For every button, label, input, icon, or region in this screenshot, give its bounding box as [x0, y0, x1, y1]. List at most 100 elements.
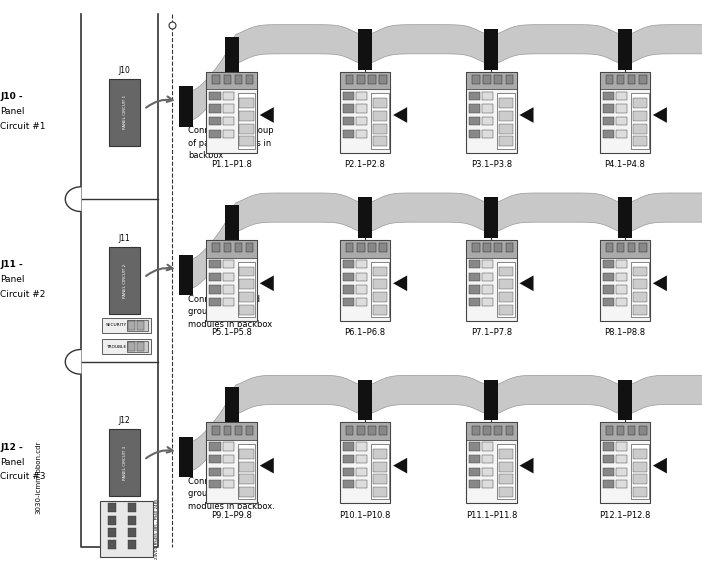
Bar	[469, 260, 480, 268]
Bar	[499, 136, 513, 146]
Bar	[600, 240, 650, 257]
Bar	[223, 117, 234, 125]
Bar	[225, 36, 239, 77]
Bar	[223, 286, 234, 293]
Bar	[600, 72, 650, 153]
Bar	[128, 342, 135, 351]
Bar	[482, 468, 494, 476]
Bar	[107, 516, 116, 525]
Bar	[213, 426, 220, 435]
Bar	[483, 243, 491, 252]
Bar	[373, 487, 387, 497]
Bar	[616, 117, 627, 125]
Text: SECURITY: SECURITY	[106, 323, 127, 328]
Bar	[499, 111, 513, 121]
Bar	[469, 455, 480, 463]
Bar	[618, 29, 632, 70]
Bar	[498, 94, 515, 149]
Bar	[107, 540, 116, 549]
Text: Circuit #1: Circuit #1	[0, 122, 46, 131]
Bar	[373, 136, 387, 146]
Bar	[633, 462, 647, 472]
Bar	[466, 422, 517, 504]
Text: Connects first group
of panel modules in
backbox: Connects first group of panel modules in…	[188, 126, 274, 160]
Bar	[499, 449, 513, 459]
Bar	[358, 29, 372, 70]
Bar	[127, 320, 148, 331]
Bar	[628, 426, 635, 435]
Bar	[223, 455, 234, 463]
Bar	[109, 79, 140, 146]
Bar	[356, 298, 367, 306]
Bar	[483, 75, 491, 84]
Bar	[631, 262, 649, 317]
Bar	[209, 117, 220, 125]
Bar	[628, 243, 635, 252]
Bar	[368, 75, 376, 84]
Bar	[109, 247, 140, 314]
Bar	[246, 243, 253, 252]
Bar	[494, 426, 502, 435]
Bar	[128, 516, 136, 525]
Bar	[209, 273, 220, 281]
Bar	[616, 443, 627, 450]
Bar	[466, 240, 517, 321]
Bar	[234, 243, 242, 252]
Text: Panel: Panel	[0, 107, 25, 116]
Bar	[600, 72, 650, 89]
Text: Circuit #3: Circuit #3	[0, 472, 46, 481]
Bar	[616, 104, 627, 113]
Bar	[482, 273, 494, 281]
Bar	[343, 117, 354, 125]
Bar	[213, 75, 220, 84]
Bar	[225, 205, 239, 245]
Text: J10: J10	[119, 66, 131, 75]
Text: Panel: Panel	[0, 458, 25, 467]
Bar	[357, 426, 364, 435]
Bar	[137, 342, 144, 351]
Bar	[469, 273, 480, 281]
Polygon shape	[65, 187, 81, 211]
Bar	[209, 480, 220, 489]
Polygon shape	[519, 275, 534, 291]
Bar	[223, 298, 234, 306]
Bar	[223, 75, 231, 84]
Polygon shape	[393, 107, 407, 123]
Text: TROUBLE: TROUBLE	[107, 344, 126, 349]
Bar	[469, 286, 480, 293]
Bar	[238, 94, 256, 149]
Bar	[128, 503, 136, 512]
Bar	[234, 75, 242, 84]
Bar	[482, 130, 494, 138]
Bar	[633, 292, 647, 302]
Bar	[223, 468, 234, 476]
Bar	[234, 426, 242, 435]
Text: P1.1–P1.8: P1.1–P1.8	[211, 160, 252, 169]
Text: 24VDC RS485 485 - PS60 2485: 24VDC RS485 485 - PS60 2485	[155, 499, 159, 559]
Bar	[499, 462, 513, 472]
Bar	[499, 305, 513, 315]
Bar	[239, 305, 253, 315]
Bar	[373, 462, 387, 472]
Text: Circuit #2: Circuit #2	[0, 290, 46, 299]
Bar	[239, 449, 253, 459]
Bar	[499, 266, 513, 277]
Bar	[246, 75, 253, 84]
Bar	[373, 474, 387, 484]
Polygon shape	[393, 458, 407, 473]
Bar	[206, 72, 257, 89]
Polygon shape	[260, 107, 274, 123]
Bar	[356, 286, 367, 293]
Bar	[469, 130, 480, 138]
Text: PANEL CIRCUIT 3: PANEL CIRCUIT 3	[123, 445, 126, 480]
Bar	[357, 243, 364, 252]
Bar	[616, 243, 624, 252]
Bar	[616, 298, 627, 306]
Bar	[356, 130, 367, 138]
Text: Panel: Panel	[0, 275, 25, 284]
Bar	[358, 380, 372, 420]
Bar	[484, 380, 498, 420]
Text: J12 -: J12 -	[0, 443, 22, 452]
Bar	[357, 75, 364, 84]
Polygon shape	[260, 275, 274, 291]
